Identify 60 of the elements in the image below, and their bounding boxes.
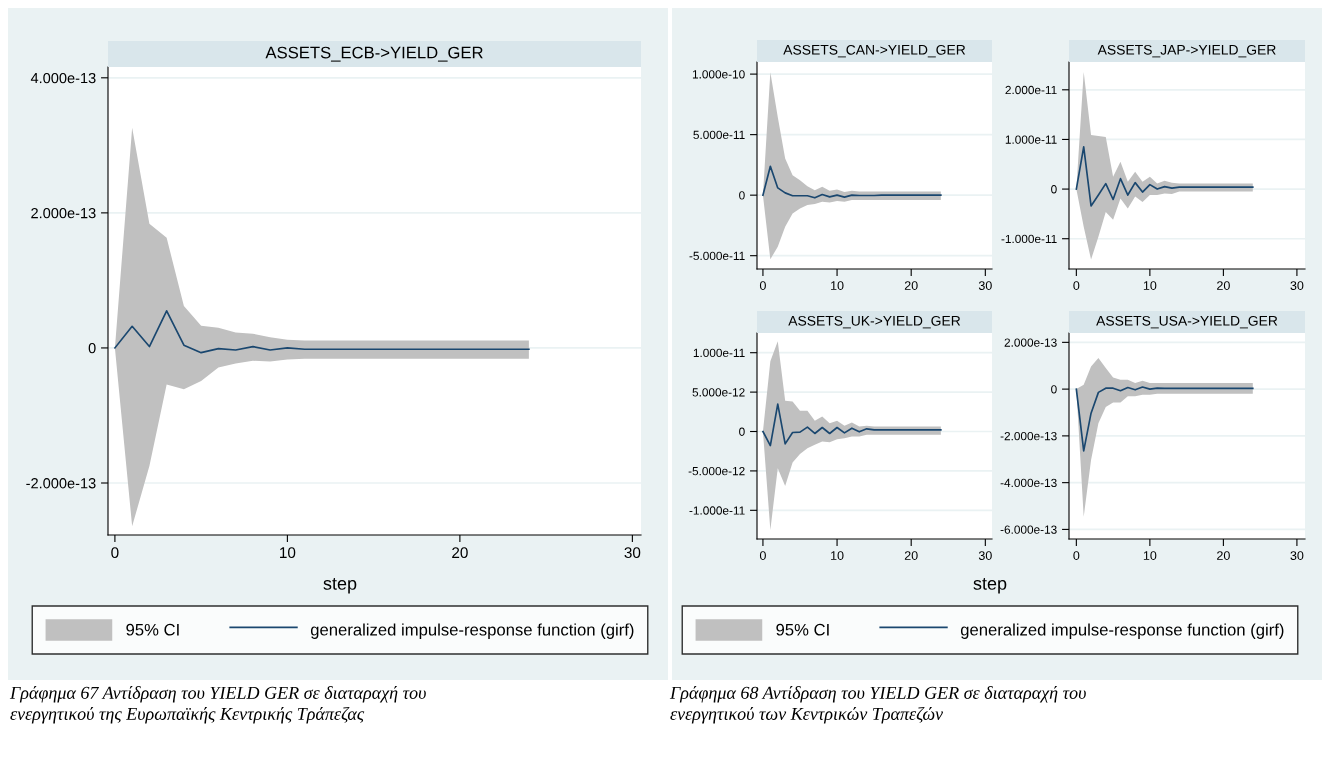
x-tick-label: 20 [1217,281,1230,290]
x-tick-label: 0 [111,547,119,559]
y-tick-label: 1.000e-11 [693,348,745,358]
text: Γράφημα 68 Αντίδραση του YIELD GER σε διαταραχή του ενεργητικού των Κεντρικών Τραπεζών [669,686,1086,724]
x-tick-label: 10 [831,551,844,560]
line-series [762,165,942,199]
x-tick-label: 10 [831,281,844,290]
x-tick-label: 10 [1143,551,1157,560]
chart-title: ASSETS_JAP->YIELD_GER [1097,44,1276,58]
y-tick-label: -2.000e-13 [26,478,96,489]
chart-title: ASSETS_USA->YIELD_GER [1096,315,1278,329]
x-axis-title: step [323,577,357,594]
x-tick-label: 30 [1290,281,1304,290]
x-axis-title: step [973,577,1007,594]
x-tick-label: 20 [1217,551,1230,560]
x-tick-label: 10 [1143,281,1157,290]
y-tick-label: -4.000e-13 [1000,478,1057,488]
y-tick-label: 0 [1051,385,1057,394]
x-tick-label: 0 [1073,551,1080,560]
y-tick-label: 0 [739,427,745,436]
text: 95% CI [126,623,179,636]
y-tick-label: 5.000e-12 [692,388,745,397]
y-tick-label: 0 [1051,185,1057,194]
line-series [1075,386,1254,452]
legend-label: generalized impulse-response function (girf) [310,623,634,639]
y-tick-label: -1.000e-11 [1001,234,1057,244]
line-series [762,403,942,447]
y-tick-label: 4.000e-13 [30,72,96,84]
x-tick-label: 20 [904,281,918,290]
x-tick-label: 30 [978,551,992,560]
x-tick-label: 0 [1073,281,1080,290]
y-tick-label: 0 [739,191,745,200]
text: Γράφημα 67 Αντίδραση του YIELD GER σε διαταραχή του ενεργητικού της Ευρωπαϊκής Κεντρικής Τράπεζας [9,686,426,724]
x-tick-label: 0 [759,281,766,290]
x-tick-label: 30 [1290,551,1304,560]
y-tick-label: -5.000e-12 [688,466,745,476]
y-tick-label: -5.000e-11 [689,251,745,261]
y-tick-label: 2.000e-11 [1005,85,1057,95]
chart-title: ASSETS_UK->YIELD_GER [788,315,961,329]
x-tick-label: 30 [624,547,641,559]
y-tick-label: -6.000e-13 [1000,525,1057,534]
y-tick-label: 1.000e-11 [1005,135,1057,144]
y-tick-label: 5.000e-11 [693,130,745,140]
chart-title: ASSETS_ECB->YIELD_GER [265,46,483,62]
y-tick-label: -2.000e-13 [1000,431,1057,441]
y-tick-label: 1.000e-10 [692,70,745,79]
legend-label: generalized impulse-response function (girf) [960,623,1284,639]
line-series [114,309,530,354]
text: 95% CI [776,623,829,636]
x-tick-label: 20 [452,547,468,559]
line-series [1075,146,1254,207]
x-tick-label: 30 [978,281,992,290]
x-tick-label: 10 [280,547,296,559]
y-tick-label: -1.000e-11 [689,506,745,515]
x-tick-label: 0 [759,551,766,560]
x-tick-label: 20 [904,551,918,560]
y-tick-label: 0 [88,343,96,354]
y-tick-label: 2.000e-13 [1004,338,1057,347]
chart-title: ASSETS_CAN->YIELD_GER [783,44,966,58]
y-tick-label: 2.000e-13 [31,207,96,219]
